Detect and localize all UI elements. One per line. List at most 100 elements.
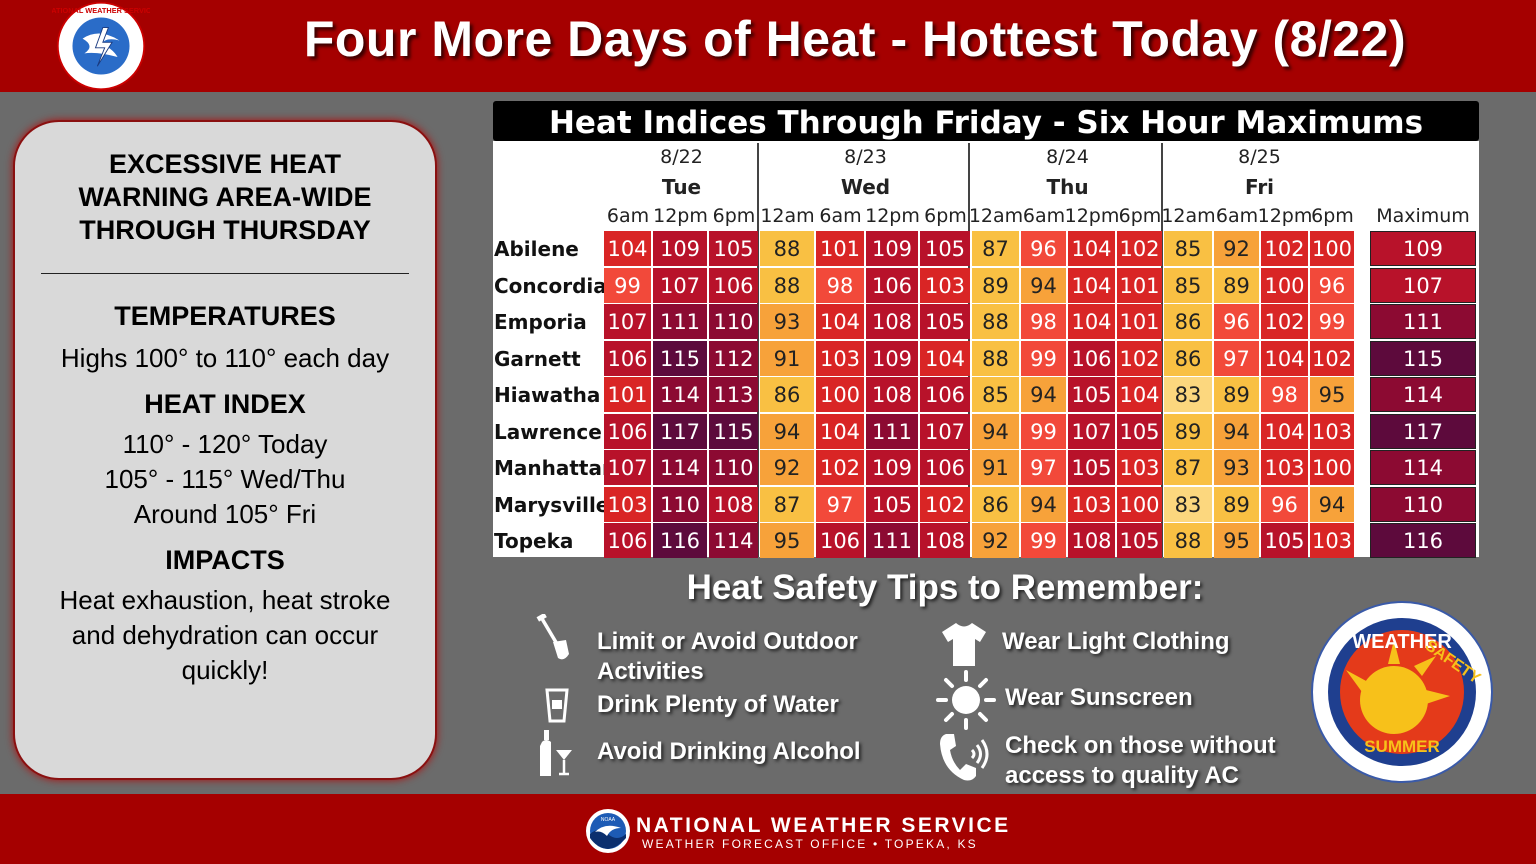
heat-index-cell: 98	[1261, 377, 1308, 412]
heat-index-cell: 102	[816, 450, 864, 485]
warning-line-2: WARNING AREA-WIDE	[78, 182, 372, 212]
heat-index-cell: 92	[972, 523, 1019, 558]
heat-index-cell: 103	[816, 340, 864, 376]
time-column-header: 6pm	[1311, 205, 1354, 227]
heat-index-cell: 112	[709, 340, 758, 376]
heat-index-cell: 94	[1021, 377, 1066, 412]
heat-index-cell: 89	[1214, 377, 1259, 412]
heat-index-cell: 106	[1068, 340, 1115, 376]
heat-index-cell: 103	[1117, 450, 1162, 485]
heat-index-cell: 105	[1117, 413, 1162, 449]
day-name-label: Thu	[1046, 175, 1089, 199]
weather-safety-summer-logo: WEATHER SAFETY SUMMER	[1311, 601, 1493, 783]
heat-index-cell: 96	[1214, 304, 1259, 339]
nws-logo-text: NATIONAL WEATHER SERVICE	[52, 6, 150, 15]
heat-index-cell: 87	[1164, 450, 1212, 485]
tip-outdoor: Limit or Avoid Outdoor Activities	[597, 627, 858, 687]
time-column-header: 12am	[1161, 205, 1216, 227]
city-label: Marysville	[494, 492, 610, 517]
heat-index-cell: 96	[1021, 231, 1066, 266]
heat-index-cell: 96	[1310, 267, 1354, 303]
city-label: Concordia	[494, 273, 607, 298]
time-column-header: 6am	[606, 205, 650, 227]
time-column-header: 6am	[1215, 205, 1259, 227]
heat-index-cell: 106	[604, 523, 651, 558]
heat-index-cell: 106	[604, 340, 651, 376]
day-name-label: Wed	[840, 175, 891, 199]
phone-icon	[940, 734, 989, 781]
footer-agency-name: NATIONAL WEATHER SERVICE	[636, 814, 1011, 837]
heat-index-cell: 85	[972, 377, 1019, 412]
day-date-label: 8/25	[1238, 146, 1281, 168]
heat-index-cell: 93	[760, 304, 814, 339]
shovel-icon	[536, 614, 569, 660]
heat-index-cell: 115	[653, 340, 707, 376]
heat-index-cell: 97	[816, 486, 864, 522]
heat-index-cell: 104	[1068, 304, 1115, 339]
heat-index-cell: 98	[1021, 304, 1066, 339]
heat-index-cell: 110	[709, 304, 758, 339]
heat-index-line-1: 110° - 120° Today	[122, 429, 328, 459]
heat-index-cell: 92	[760, 450, 814, 485]
page-title: Four More Days of Heat - Hottest Today (…	[303, 11, 1407, 67]
heat-index-cell: 100	[816, 377, 864, 412]
temperatures-text: Highs 100° to 110° each day	[60, 343, 390, 373]
heat-index-cell: 109	[866, 231, 918, 266]
day-date-label: 8/22	[660, 146, 703, 168]
heat-index-cell: 108	[1068, 523, 1115, 558]
heat-index-cell: 99	[1021, 340, 1066, 376]
heat-index-cell: 111	[866, 413, 918, 449]
heat-index-cell: 95	[1310, 377, 1354, 412]
noaa-logo: NOAA	[586, 809, 630, 853]
impacts-line-1: Heat exhaustion, heat stroke	[59, 585, 391, 615]
heat-index-cell: 89	[1214, 486, 1259, 522]
heat-index-cell: 99	[1021, 523, 1066, 558]
heat-index-cell: 107	[920, 413, 970, 449]
heat-index-cell: 110	[709, 450, 758, 485]
time-column-header: 6am	[819, 205, 862, 227]
heat-index-cell: 110	[653, 486, 707, 522]
heat-index-cell: 105	[709, 231, 758, 266]
heat-index-cell: 117	[653, 413, 707, 449]
heat-index-cell: 101	[604, 377, 651, 412]
heat-index-cell: 104	[816, 413, 864, 449]
heat-index-cell: 108	[866, 304, 918, 339]
heat-index-cell: 114	[653, 450, 707, 485]
heat-index-cell: 89	[1214, 267, 1259, 303]
heat-index-cell: 103	[920, 267, 970, 303]
heat-index-cell: 107	[653, 267, 707, 303]
maximum-cell: 114	[1370, 377, 1476, 412]
tip-outdoor-line-1: Limit or Avoid Outdoor	[597, 628, 858, 655]
city-label: Lawrence	[494, 419, 602, 444]
warning-panel: EXCESSIVE HEAT WARNING AREA-WIDE THROUGH…	[13, 120, 437, 780]
heat-index-cell: 95	[1214, 523, 1259, 558]
time-column-header: 12pm	[1064, 205, 1120, 227]
footer-office: WEATHER FORECAST OFFICE • TOPEKA, KS	[642, 837, 978, 851]
heat-index-cell: 108	[920, 523, 970, 558]
heat-index-cell: 107	[604, 304, 651, 339]
heat-index-cell: 105	[920, 304, 970, 339]
badge-top-text: WEATHER	[1352, 631, 1452, 653]
heat-index-cell: 109	[866, 340, 918, 376]
heat-index-cell: 99	[604, 267, 651, 303]
heat-index-cell: 104	[1068, 231, 1115, 266]
heat-index-cell: 102	[1310, 340, 1354, 376]
heat-index-cell: 88	[972, 340, 1019, 376]
heat-index-cell: 86	[972, 486, 1019, 522]
maximum-cell: 110	[1370, 486, 1476, 522]
time-column-header: 12am	[760, 205, 815, 227]
impacts-heading: IMPACTS	[165, 545, 285, 575]
nws-logo: NATIONAL WEATHER SERVICE	[52, 1, 150, 91]
time-column-header: 6am	[1022, 205, 1066, 227]
maximum-cell: 116	[1370, 523, 1476, 558]
heat-index-cell: 101	[1117, 304, 1162, 339]
heat-index-cell: 111	[653, 304, 707, 339]
tshirt-icon	[942, 623, 986, 666]
heat-index-cell: 102	[1117, 231, 1162, 266]
heat-index-cell: 94	[1214, 413, 1259, 449]
heat-index-cell: 103	[1310, 413, 1354, 449]
heat-index-cell: 88	[972, 304, 1019, 339]
day-separator	[1161, 143, 1163, 557]
city-label: Topeka	[494, 529, 574, 553]
heat-index-cell: 101	[816, 231, 864, 266]
